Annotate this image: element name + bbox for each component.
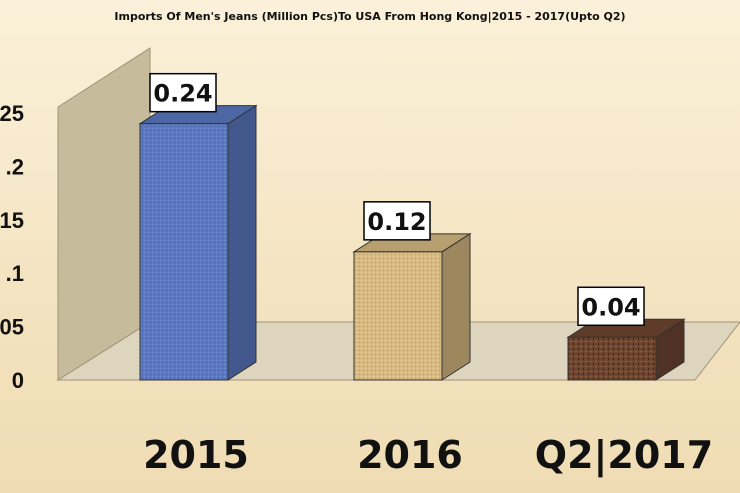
data-label-box xyxy=(363,201,431,241)
bar-2015 xyxy=(138,104,258,381)
bar-2016 xyxy=(352,232,472,381)
category-label: Q2|2017 xyxy=(535,433,713,478)
y-tick-label: .15 xyxy=(0,208,24,233)
y-tick-label: 0 xyxy=(12,368,24,393)
y-tick-labels: .25 .2 .15 .1 .05 0 xyxy=(0,101,24,393)
category-label: 2015 xyxy=(143,433,249,477)
y-tick-label: .05 xyxy=(0,315,24,340)
data-label: 0.24 xyxy=(149,72,217,113)
data-labels: 0.24 0.12 0.04 xyxy=(149,72,645,327)
bars xyxy=(138,104,686,381)
data-label-box xyxy=(149,72,217,113)
data-label-text: 0.24 xyxy=(153,80,212,108)
bar-front-face xyxy=(567,336,657,381)
chart-title: Imports Of Men's Jeans (Million Pcs)To U… xyxy=(114,10,625,23)
y-tick-label: .2 xyxy=(6,154,24,179)
category-label: 2016 xyxy=(357,433,463,477)
bar-side-face xyxy=(441,232,471,381)
category-labels: 2015 2016 Q2|2017 xyxy=(143,433,713,478)
y-tick-label: .25 xyxy=(0,101,24,126)
data-label: 0.12 xyxy=(363,201,431,241)
bar-front-face xyxy=(139,123,229,381)
bar-Q2|2017 xyxy=(566,318,686,381)
bar-front-face xyxy=(353,251,443,381)
y-tick-label: .1 xyxy=(6,261,24,286)
data-label-text: 0.04 xyxy=(581,293,640,321)
data-label-text: 0.12 xyxy=(367,208,426,236)
data-label: 0.04 xyxy=(577,286,645,327)
bar-side-face xyxy=(227,104,257,381)
data-label-box xyxy=(577,286,645,327)
